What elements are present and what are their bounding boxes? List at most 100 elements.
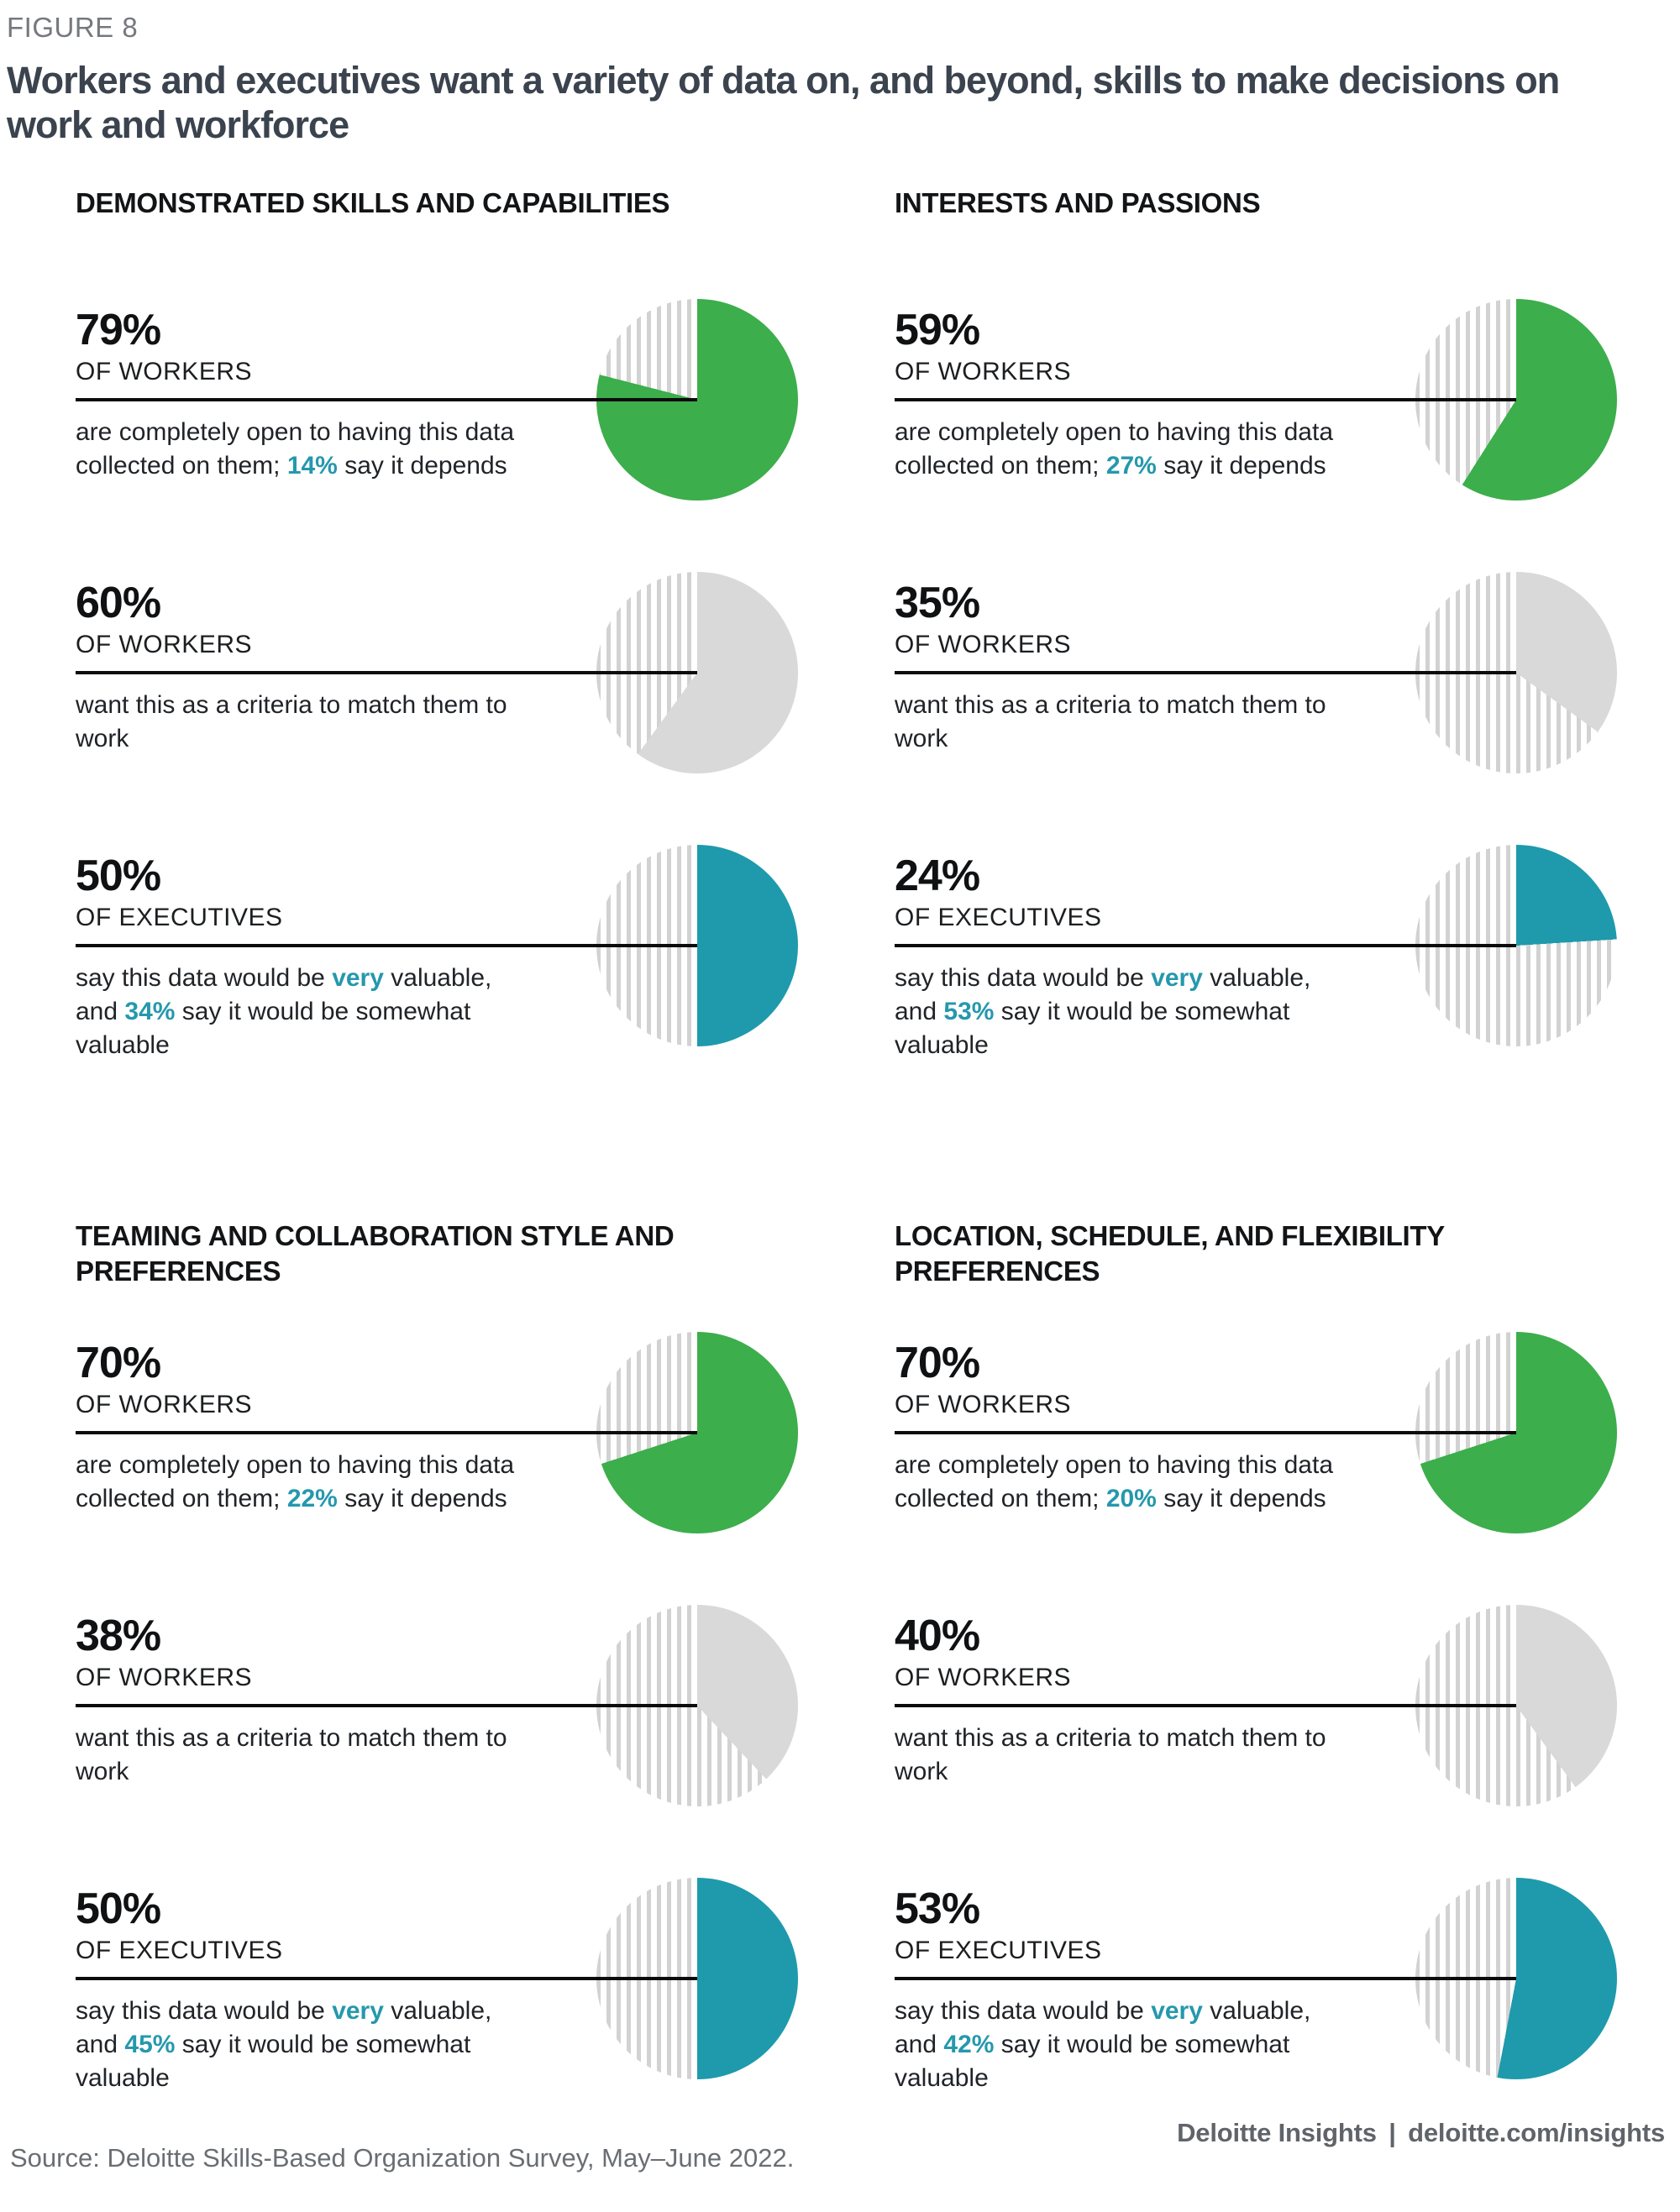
desc-text: are completely open to having this data … [76,417,514,480]
footer-separator: | [1389,2118,1396,2148]
desc-text: are completely open to having this data … [76,1450,514,1513]
stat-percent: 24% [895,852,980,901]
stat-workers-criteria: 38% OF WORKERS want this as a criteria t… [76,1605,798,1823]
accent-value: 22% [286,1485,338,1513]
desc-text: say it would be somewhat valuable [895,2031,1290,2093]
stat-description: are completely open to having this data … [76,416,536,483]
accent-value: very [332,963,384,992]
section-header: INTERESTS AND PASSIONS [895,187,1261,219]
accent-value: very [1151,963,1203,992]
desc-text: say this data would be [895,963,1152,992]
stat-workers-criteria: 40% OF WORKERS want this as a criteria t… [895,1605,1617,1823]
stat-description: say this data would be very valuable, an… [76,1994,536,2096]
divider-line [895,1703,1516,1707]
stat-percent: 50% [76,852,161,901]
stat-workers-criteria: 60% OF WORKERS want this as a criteria t… [76,572,798,790]
divider-line [895,1976,1516,1980]
section-header: LOCATION, SCHEDULE, AND FLEXIBILITY PREF… [895,1220,1445,1287]
figure-label: FIGURE 8 [7,12,139,43]
divider-line [76,1976,697,1980]
accent-value: 45% [124,2031,176,2059]
stat-audience: OF WORKERS [895,1390,1072,1418]
desc-text: say this data would be [895,1996,1152,2025]
section-header: DEMONSTRATED SKILLS AND CAPABILITIES [76,187,670,219]
desc-text: are completely open to having this data … [895,417,1333,480]
stat-description: want this as a criteria to match them to… [895,689,1355,756]
desc-text: want this as a criteria to match them to… [76,1723,507,1786]
stat-percent: 50% [76,1884,161,1934]
stat-percent: 70% [895,1339,980,1388]
stat-description: are completely open to having this data … [895,1449,1355,1516]
stat-description: want this as a criteria to match them to… [895,1722,1355,1789]
divider-line [895,1430,1516,1434]
stat-percent: 70% [76,1339,161,1388]
stat-description: say this data would be very valuable, an… [76,962,536,1063]
stat-percent: 79% [76,306,161,355]
desc-text: want this as a criteria to match them to… [76,690,507,753]
divider-line [895,397,1516,401]
stat-workers-open: 70% OF WORKERS are completely open to ha… [76,1332,798,1550]
quadrant-grid: DEMONSTRATED SKILLS AND CAPABILITIES 79%… [76,186,1667,2096]
desc-text: are completely open to having this data … [895,1450,1333,1513]
stat-description: say this data would be very valuable, an… [895,1994,1355,2096]
accent-value: 27% [1105,452,1157,480]
stat-percent: 59% [895,306,980,355]
desc-text: valuable, and [76,1996,492,2059]
section-teaming-collaboration: TEAMING AND COLLABORATION STYLE AND PREF… [76,1219,798,2096]
desc-text: say this data would be [76,963,333,992]
desc-text: want this as a criteria to match them to… [895,690,1326,753]
stat-percent: 53% [895,1884,980,1934]
stat-executives-value: 50% OF EXECUTIVES say this data would be… [76,1878,798,2096]
stat-description: want this as a criteria to match them to… [76,689,536,756]
figure-title: Workers and executives want a variety of… [7,59,1560,146]
divider-line [76,1430,697,1434]
stat-executives-value: 24% OF EXECUTIVES say this data would be… [895,845,1617,1063]
divider-line [895,943,1516,947]
desc-text: say it depends [1156,452,1326,480]
footer-brand-line: Deloitte Insights | deloitte.com/insight… [1177,2118,1665,2148]
stat-workers-open: 70% OF WORKERS are completely open to ha… [895,1332,1617,1550]
divider-line [76,943,697,947]
footer-brand: Deloitte Insights [1177,2118,1377,2148]
stat-workers-open: 59% OF WORKERS are completely open to ha… [895,299,1617,517]
footer-url[interactable]: deloitte.com/insights [1408,2118,1665,2148]
desc-text: valuable, and [895,1996,1311,2059]
stat-description: are completely open to having this data … [895,416,1355,483]
stat-audience: OF EXECUTIVES [895,1936,1102,1964]
section-demonstrated-skills: DEMONSTRATED SKILLS AND CAPABILITIES 79%… [76,186,798,1063]
stat-audience: OF WORKERS [895,630,1072,658]
stat-description: say this data would be very valuable, an… [895,962,1355,1063]
stat-workers-open: 79% OF WORKERS are completely open to ha… [76,299,798,517]
desc-text: valuable, and [76,963,492,1026]
desc-text: want this as a criteria to match them to… [895,1723,1326,1786]
stat-description: want this as a criteria to match them to… [76,1722,536,1789]
accent-value: very [1151,1996,1203,2025]
stat-audience: OF WORKERS [76,1663,253,1691]
stat-audience: OF EXECUTIVES [76,903,283,931]
desc-text: say this data would be [76,1996,333,2025]
accent-value: 20% [1105,1485,1157,1513]
desc-text: valuable, and [895,963,1311,1026]
source-note: Source: Deloitte Skills-Based Organizati… [10,2143,795,2173]
accent-value: very [332,1996,384,2025]
divider-line [76,670,697,674]
desc-text: say it depends [337,452,507,480]
accent-value: 42% [943,2031,995,2059]
stat-executives-value: 53% OF EXECUTIVES say this data would be… [895,1878,1617,2096]
desc-text: say it depends [337,1485,507,1513]
stat-audience: OF WORKERS [76,630,253,658]
desc-text: say it would be somewhat valuable [76,2031,471,2093]
section-location-flexibility: LOCATION, SCHEDULE, AND FLEXIBILITY PREF… [895,1219,1617,2096]
accent-value: 14% [286,452,338,480]
stat-percent: 35% [895,579,980,628]
divider-line [895,670,1516,674]
desc-text: say it would be somewhat valuable [895,998,1290,1060]
stat-percent: 40% [895,1612,980,1661]
stat-audience: OF EXECUTIVES [895,903,1102,931]
desc-text: say it depends [1156,1485,1326,1513]
stat-audience: OF WORKERS [76,357,253,385]
stat-workers-criteria: 35% OF WORKERS want this as a criteria t… [895,572,1617,790]
accent-value: 34% [124,998,176,1026]
stat-audience: OF EXECUTIVES [76,1936,283,1964]
